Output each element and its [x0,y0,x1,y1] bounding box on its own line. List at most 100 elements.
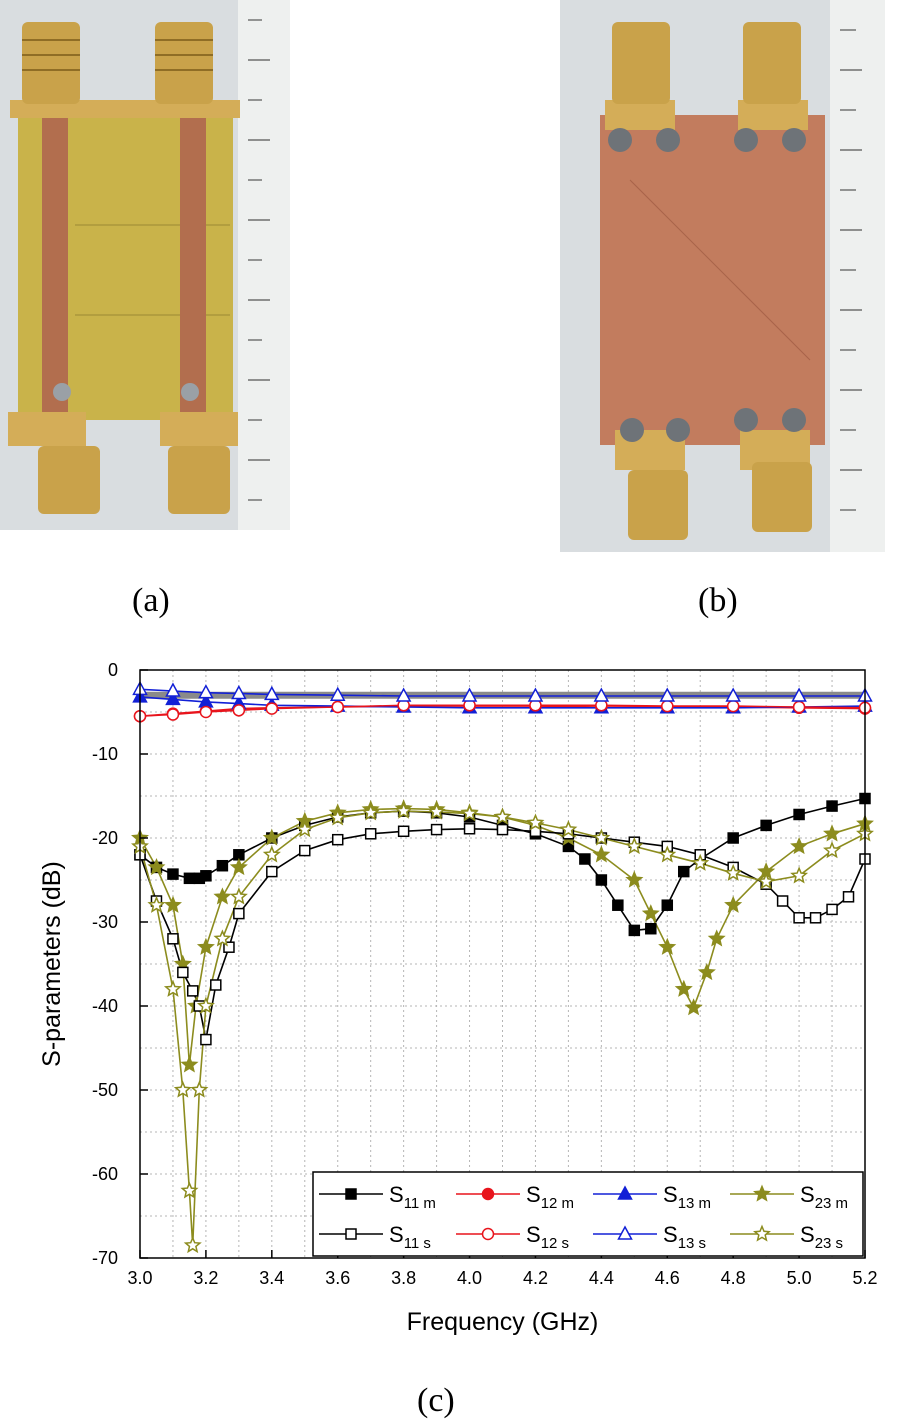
data-point [691,853,710,871]
x-tick-label: 5.0 [787,1268,812,1288]
legend-item-s12-m: S12 m [456,1182,574,1212]
y-tick-label: -30 [92,912,118,932]
data-point [364,828,377,840]
legend-label-sub: 23 s [815,1235,843,1252]
legend-label: S12 m [526,1182,574,1212]
data-point [559,820,578,838]
x-axis-title: Frequency (GHz) [407,1308,599,1336]
plot-frame [139,669,866,1259]
data-point [579,853,591,865]
legend-label-main: S [663,1222,678,1247]
legend-label-sub: 11 m [404,1195,436,1212]
caption-c: (c) [417,1382,455,1419]
data-point [658,937,677,955]
data-point [163,979,182,997]
data-point [678,865,690,878]
legend-label: S23 s [800,1222,843,1252]
data-point [229,857,248,876]
y-axis-title: S-parameters (dB) [38,861,66,1067]
data-point [592,828,611,846]
legend-label-main: S [526,1222,541,1247]
legend-marker [617,1185,633,1200]
legend-label: S23 m [800,1182,848,1212]
data-point [262,845,281,863]
series-line-s13-m [139,696,866,709]
data-point [725,687,741,702]
data-point [167,868,179,880]
s-parameters-chart: 3.0 3.2 3.4 3.6 3.8 4.0 4.2 4.4 4.6 4.8 5.0 5.2 0 -1… [38,660,878,1336]
legend-label: S12 s [526,1222,569,1252]
data-point [264,685,280,701]
y-tick-label: -60 [92,1164,118,1184]
data-point [329,686,346,701]
legend-label-main: S [800,1182,815,1207]
data-point [328,808,347,826]
data-point [331,833,344,846]
data-point [173,1080,192,1098]
photo-a-top-view [0,0,290,530]
data-point [183,872,196,885]
legend-marker [481,1187,495,1201]
legend-item-s23-m: S23 m [730,1182,848,1212]
data-point [200,870,212,882]
data-point [180,1181,199,1199]
data-point [223,941,235,953]
data-point [826,800,838,812]
x-tick-label: 4.2 [523,1268,548,1288]
data-point [823,824,842,842]
data-point [625,870,644,888]
legend-label-main: S [389,1182,404,1207]
legend-label-main: S [389,1222,404,1247]
data-point [196,937,215,955]
x-tick-label: 3.2 [193,1268,218,1288]
data-point [231,684,247,700]
data-point [361,803,380,821]
data-point [266,865,278,878]
legend-label-main: S [800,1222,815,1247]
data-point [526,813,545,831]
data-point [809,912,822,924]
x-tick-label: 5.2 [852,1268,877,1288]
data-point [595,874,608,886]
data-point [625,836,644,855]
data-point [147,895,166,913]
data-point [147,857,166,876]
data-point [190,1080,209,1098]
legend-item-s11-s: S11 s [319,1222,431,1252]
data-point [684,998,703,1016]
data-point [229,887,248,905]
data-point [724,863,743,881]
y-tick-label: -50 [92,1080,118,1100]
data-point [697,962,716,981]
x-tick-label: 4.0 [457,1268,482,1288]
data-point [233,907,245,920]
data-point [395,687,412,702]
legend-marker [481,1227,495,1241]
data-point [299,844,311,857]
legend-marker [345,1228,357,1240]
data-point [793,912,805,924]
data-point [394,801,413,819]
series-markers-s13-s [132,680,873,702]
legend-marker [345,1188,357,1200]
legend-label-main: S [526,1182,541,1207]
data-point [463,823,476,835]
data-point [165,682,181,697]
data-point [612,899,624,911]
data-point [213,929,232,947]
data-point [793,808,805,821]
data-point [757,872,776,890]
data-point [295,820,314,838]
legend-label: S13 m [663,1182,711,1212]
data-point [792,700,806,714]
data-point [180,1055,199,1073]
data-point [397,825,410,838]
data-point [645,922,657,935]
legend-marker [753,1184,771,1202]
data-point [496,823,509,836]
legend-label-sub: 12 s [541,1235,569,1252]
x-tick-label: 3.8 [391,1268,416,1288]
legend-label-sub: 11 s [404,1235,431,1252]
data-point [527,687,544,702]
